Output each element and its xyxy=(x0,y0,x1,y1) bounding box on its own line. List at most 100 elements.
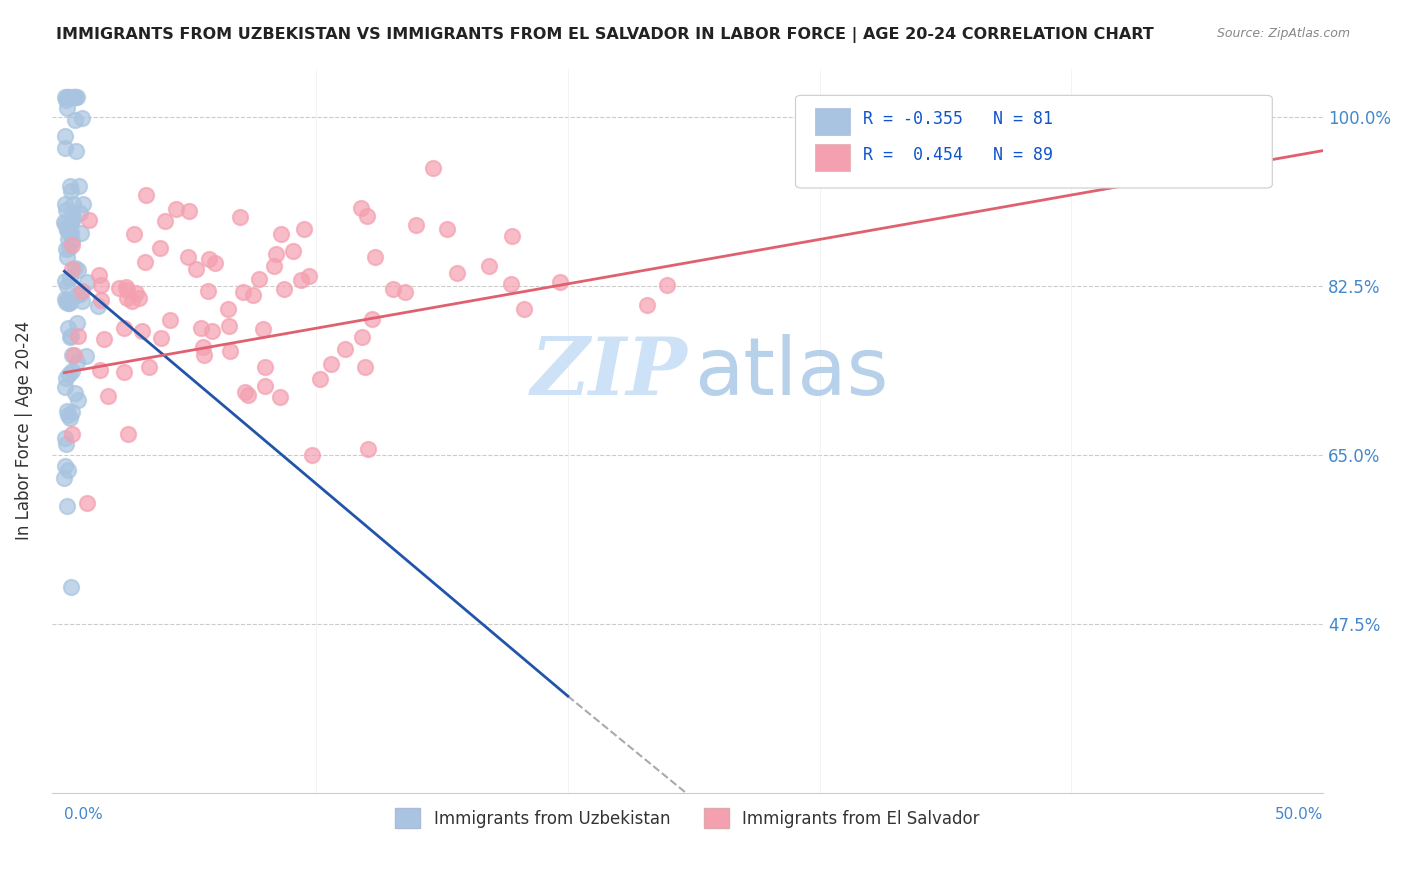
Point xyxy=(349,201,371,215)
Point xyxy=(53,129,76,144)
Point xyxy=(242,288,264,302)
Point xyxy=(93,332,115,346)
Point xyxy=(60,206,83,220)
Point xyxy=(655,277,678,292)
Text: Source: ZipAtlas.com: Source: ZipAtlas.com xyxy=(1216,27,1350,40)
Point xyxy=(254,359,277,374)
Point xyxy=(62,90,84,104)
Point xyxy=(114,321,136,335)
Point xyxy=(59,178,82,193)
Point xyxy=(191,340,214,354)
Point xyxy=(60,234,83,248)
Point xyxy=(69,287,91,301)
Text: atlas: atlas xyxy=(693,334,889,411)
Point xyxy=(60,580,83,594)
Point xyxy=(60,216,83,230)
Point xyxy=(264,247,287,261)
Text: R =  0.454   N = 89: R = 0.454 N = 89 xyxy=(863,146,1053,164)
Point xyxy=(501,277,523,291)
Point xyxy=(66,262,89,277)
Point xyxy=(53,140,76,154)
Point xyxy=(56,321,79,335)
Point xyxy=(69,206,91,220)
Point xyxy=(58,295,80,310)
Point xyxy=(53,274,76,288)
Point xyxy=(354,359,377,374)
Point xyxy=(60,261,83,276)
Point xyxy=(55,93,77,107)
Point xyxy=(56,293,79,308)
Point xyxy=(60,329,83,343)
Point xyxy=(90,278,112,293)
Point xyxy=(55,292,77,306)
Point xyxy=(361,312,384,326)
Y-axis label: In Labor Force | Age 20-24: In Labor Force | Age 20-24 xyxy=(15,321,32,541)
Point xyxy=(66,355,89,369)
Point xyxy=(254,379,277,393)
Point xyxy=(165,202,187,217)
Point xyxy=(204,256,226,270)
Point xyxy=(217,302,239,317)
Point xyxy=(193,347,215,361)
Point xyxy=(56,499,79,513)
Point xyxy=(59,227,82,241)
Point xyxy=(321,358,343,372)
Point xyxy=(512,301,534,316)
Point xyxy=(72,197,94,211)
Point xyxy=(56,101,79,115)
Point xyxy=(56,220,79,235)
Point xyxy=(53,458,76,473)
Point xyxy=(75,349,97,363)
Point xyxy=(56,90,79,104)
Point xyxy=(55,295,77,310)
Point xyxy=(112,365,135,379)
Point xyxy=(219,343,242,358)
Point xyxy=(69,227,91,241)
Point xyxy=(53,471,76,485)
Point xyxy=(62,197,84,211)
Point xyxy=(381,281,404,295)
Point xyxy=(273,281,295,295)
Point xyxy=(252,322,274,336)
Point xyxy=(131,324,153,338)
Point xyxy=(56,251,79,265)
Point xyxy=(115,280,138,294)
Point xyxy=(63,260,86,275)
Text: 50.0%: 50.0% xyxy=(1275,807,1323,822)
Point xyxy=(87,268,110,283)
Point xyxy=(149,331,172,345)
Point xyxy=(63,112,86,127)
Point xyxy=(229,211,252,225)
Point xyxy=(62,211,84,226)
Point xyxy=(263,259,285,273)
Point xyxy=(58,367,80,381)
Point xyxy=(53,380,76,394)
Point xyxy=(292,222,315,236)
Point xyxy=(177,250,200,264)
Point xyxy=(90,293,112,308)
Point xyxy=(636,298,658,312)
Point xyxy=(65,144,87,158)
Point xyxy=(501,228,523,243)
Point xyxy=(59,329,82,343)
Point xyxy=(233,384,256,399)
Point xyxy=(350,329,373,343)
Point xyxy=(436,221,458,235)
Point xyxy=(301,448,323,462)
FancyBboxPatch shape xyxy=(796,95,1272,188)
Point xyxy=(190,321,212,335)
Point xyxy=(290,273,312,287)
Point xyxy=(138,360,160,375)
Point xyxy=(364,251,387,265)
Point xyxy=(198,252,221,266)
Point xyxy=(60,184,83,198)
Point xyxy=(357,442,380,456)
Point xyxy=(60,348,83,362)
Point xyxy=(70,284,93,298)
Point xyxy=(63,348,86,362)
Point xyxy=(65,90,87,104)
Point xyxy=(55,202,77,217)
Legend: Immigrants from Uzbekistan, Immigrants from El Salvador: Immigrants from Uzbekistan, Immigrants f… xyxy=(389,801,986,835)
Point xyxy=(60,405,83,419)
Point xyxy=(128,291,150,305)
